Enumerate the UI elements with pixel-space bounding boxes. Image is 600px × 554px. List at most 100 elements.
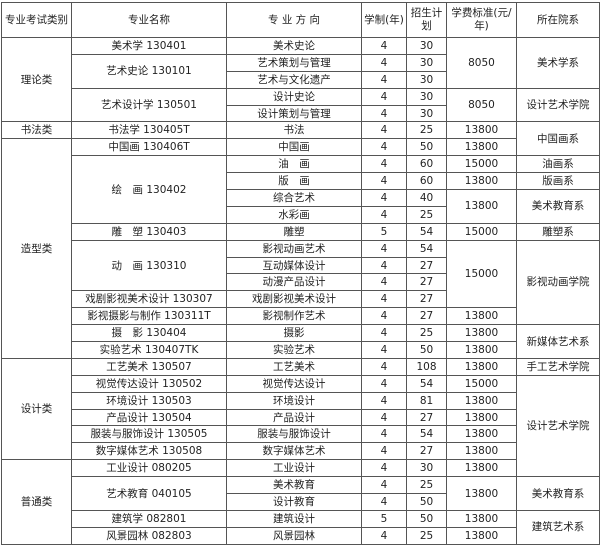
cell-major: 动 画 130310	[71, 239, 227, 292]
cell-dept: 美术学系	[516, 37, 600, 89]
cell-plan: 25	[406, 121, 447, 140]
cell-dept: 中国画系	[516, 121, 600, 157]
cell-fee: 13800	[446, 189, 517, 224]
table-row: 产品设计 130504 产品设计 4 27 13800	[2, 408, 600, 427]
cell-fee: 13800	[446, 307, 517, 326]
cell-direction: 戏剧影视美术设计	[226, 290, 362, 309]
cell-major: 书法学 130405T	[71, 121, 227, 140]
header-dept: 所在院系	[516, 2, 600, 38]
cell-dept: 影视动画学院	[516, 239, 600, 326]
cell-dept: 雕塑系	[516, 222, 600, 241]
cell-plan: 30	[406, 70, 447, 89]
cell-years: 4	[361, 138, 407, 157]
table-row: 实验艺术 130407TK 实验艺术 4 50 13800	[2, 341, 600, 359]
cell-direction: 美术教育	[226, 476, 362, 495]
cell-years: 4	[361, 391, 407, 410]
cell-years: 4	[361, 341, 407, 359]
table-row: 普通类 工业设计 080205 工业设计 4 30 13800	[1, 459, 600, 545]
table-row: 互动媒体设计 4 27	[2, 256, 600, 275]
cell-plan: 25	[406, 324, 447, 343]
header-years: 学制(年)	[361, 2, 407, 38]
cell-major: 雕 塑 130403	[71, 222, 227, 241]
cell-plan: 27	[406, 273, 447, 292]
cell-direction: 摄影	[226, 324, 362, 343]
cell-dept: 新媒体艺术系	[516, 324, 600, 359]
cell-major: 环境设计 130503	[71, 391, 227, 410]
cell-major: 建筑学 082801	[71, 509, 227, 528]
cell-plan: 25	[406, 476, 447, 495]
cell-years: 4	[361, 205, 407, 224]
cell-direction: 设计史论	[226, 87, 362, 106]
cell-years: 4	[361, 239, 407, 258]
cell-years: 4	[361, 459, 407, 478]
cell-fee: 13800	[446, 476, 517, 511]
cell-direction: 水彩画	[226, 205, 362, 224]
cell-plan: 54	[406, 425, 447, 444]
cell-direction: 互动媒体设计	[226, 256, 362, 275]
table-row: 风景园林 082803 风景园林 4 25 13800	[2, 526, 600, 545]
cell-direction: 设计策划与管理	[226, 104, 362, 123]
cell-plan: 30	[406, 37, 447, 55]
cell-plan: 50	[406, 509, 447, 528]
table-row: 视觉传达设计 130502 视觉传达设计 4 54 15000 设计艺术学院	[2, 374, 600, 478]
cell-years: 4	[361, 121, 407, 140]
cell-direction: 书法	[226, 121, 362, 140]
cell-major: 中国画 130406T	[71, 138, 227, 157]
cell-dept: 手工艺术学院	[516, 357, 600, 376]
cell-category: 造型类	[1, 138, 72, 359]
cell-category: 书法类	[1, 121, 72, 140]
cell-plan: 50	[406, 138, 447, 157]
cell-major: 风景园林 082803	[71, 526, 227, 545]
cell-direction: 环境设计	[226, 391, 362, 410]
cell-fee: 8050	[446, 37, 517, 89]
cell-fee: 8050	[446, 87, 517, 123]
table-row: 艺术教育 040105 美术教育 4 25 13800 美术教育系	[2, 476, 600, 511]
cell-fee: 13800	[446, 391, 517, 410]
cell-plan: 40	[406, 189, 447, 207]
cell-direction: 艺术与文化遗产	[226, 70, 362, 89]
cell-plan: 27	[406, 442, 447, 461]
cell-years: 4	[361, 70, 407, 89]
cell-fee: 13800	[446, 121, 517, 140]
cell-fee: 13800	[446, 459, 517, 478]
cell-years: 4	[361, 53, 407, 72]
cell-dept: 油画系	[516, 155, 600, 174]
table-row: 数字媒体艺术 130508 数字媒体艺术 4 27 13800	[2, 442, 600, 461]
cell-direction: 产品设计	[226, 408, 362, 427]
cell-fee: 13800	[446, 138, 517, 157]
cell-category: 普通类	[1, 459, 72, 545]
cell-major: 艺术史论 130101	[71, 53, 227, 89]
cell-major: 工业设计 080205	[71, 459, 227, 478]
cell-major: 产品设计 130504	[71, 408, 227, 427]
cell-direction: 设计教育	[226, 493, 362, 511]
table-row: 造型类 中国画 130406T 中国画 4 50 13800	[1, 138, 600, 359]
cell-plan: 50	[406, 493, 447, 511]
header-fee: 学费标准(元/年)	[446, 2, 517, 38]
table-row: 动 画 130310 影视动画艺术 4 54 15000 影视动画学院	[2, 239, 600, 326]
cell-fee: 13800	[446, 442, 517, 461]
cell-direction: 实验艺术	[226, 341, 362, 359]
header-major: 专业名称	[71, 2, 227, 38]
cell-plan: 60	[406, 155, 447, 174]
header-direction: 专 业 方 向	[226, 2, 362, 38]
cell-plan: 25	[406, 526, 447, 545]
cell-plan: 30	[406, 87, 447, 106]
cell-years: 4	[361, 37, 407, 55]
cell-years: 5	[361, 222, 407, 241]
cell-major: 摄 影 130404	[71, 324, 227, 343]
cell-dept: 设计艺术学院	[516, 374, 600, 478]
cell-plan: 54	[406, 239, 447, 258]
cell-direction: 版 画	[226, 172, 362, 191]
cell-years: 4	[361, 476, 407, 495]
cell-years: 4	[361, 425, 407, 444]
cell-plan: 60	[406, 172, 447, 191]
cell-fee: 13800	[446, 526, 517, 545]
cell-direction: 建筑设计	[226, 509, 362, 528]
cell-years: 4	[361, 526, 407, 545]
cell-direction: 服装与服饰设计	[226, 425, 362, 444]
cell-category: 设计类	[1, 357, 72, 461]
table-row: 影视摄影与制作 130311T 影视制作艺术 4 27 13800	[2, 307, 600, 326]
cell-category: 理论类	[1, 36, 72, 123]
cell-plan: 54	[406, 374, 447, 393]
table-row: 戏剧影视美术设计 130307 戏剧影视美术设计 4 27	[2, 290, 600, 309]
